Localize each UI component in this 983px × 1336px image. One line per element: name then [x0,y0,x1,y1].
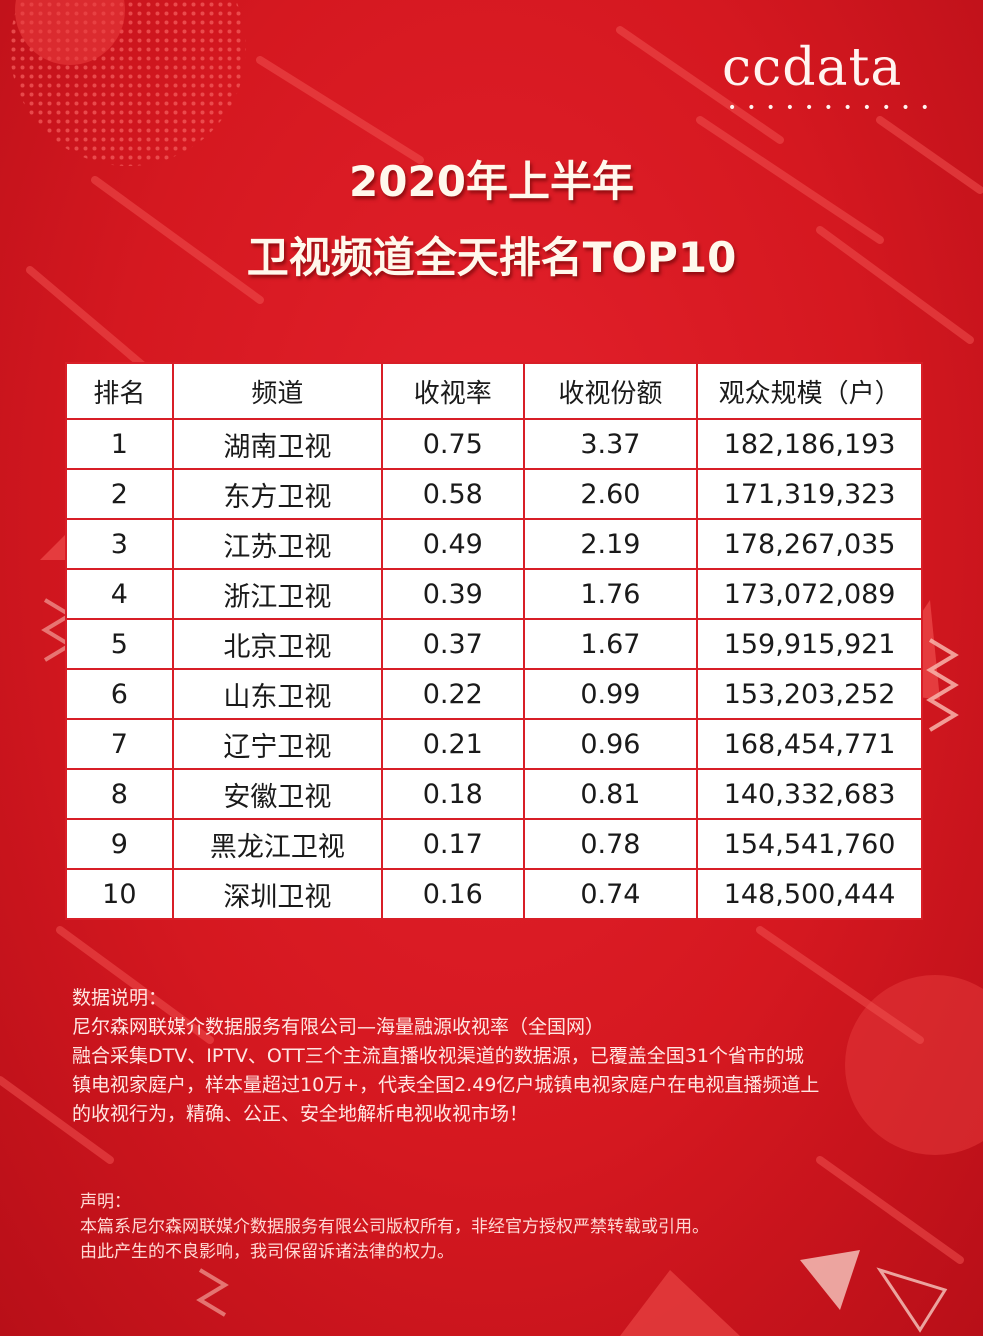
header-audience: 观众规模（户） [696,362,923,420]
disclaimer: 声明： 本篇系尼尔森网联媒介数据服务有限公司版权所有，非经官方授权严禁转载或引用… [80,1190,900,1265]
cell-share: 0.78 [522,818,699,870]
table-header-row: 排名 频道 收视率 收视份额 观众规模（户） [65,362,923,420]
cell-audience: 140,332,683 [696,768,923,820]
table-row: 9 黑龙江卫视 0.17 0.78 154,541,760 [65,818,923,870]
cell-share: 0.81 [522,768,699,820]
cell-rank: 1 [65,418,174,470]
table-row: 5 北京卫视 0.37 1.67 159,915,921 [65,618,923,670]
cell-channel: 江苏卫视 [171,518,383,570]
cell-rank: 3 [65,518,174,570]
cell-audience: 182,186,193 [696,418,923,470]
cell-rank: 6 [65,668,174,720]
cell-rating: 0.58 [380,468,525,520]
cell-rating: 0.39 [380,568,525,620]
notes-line: 镇电视家庭户，样本量超过10万+，代表全国2.49亿户城镇电视家庭户在电视直播频… [72,1074,820,1096]
cell-rank: 2 [65,468,174,520]
header-rating: 收视率 [380,362,525,420]
cell-audience: 178,267,035 [696,518,923,570]
disclaimer-heading: 声明： [80,1192,131,1212]
cell-channel: 安徽卫视 [171,768,383,820]
table-row: 2 东方卫视 0.58 2.60 171,319,323 [65,468,923,520]
cell-audience: 153,203,252 [696,668,923,720]
cell-rank: 5 [65,618,174,670]
table-row: 4 浙江卫视 0.39 1.76 173,072,089 [65,568,923,620]
table-row: 8 安徽卫视 0.18 0.81 140,332,683 [65,768,923,820]
notes-source: 尼尔森网联媒介数据服务有限公司—海量融源收视率（全国网） [72,1016,605,1038]
cell-channel: 浙江卫视 [171,568,383,620]
cell-rating: 0.18 [380,768,525,820]
cell-share: 1.67 [522,618,699,670]
cell-rating: 0.22 [380,668,525,720]
notes-heading: 数据说明： [72,987,168,1009]
disclaimer-line: 由此产生的不良影响，我司保留诉诸法律的权力。 [80,1242,454,1262]
cell-channel: 深圳卫视 [171,868,383,920]
cell-rating: 0.49 [380,518,525,570]
cell-share: 1.76 [522,568,699,620]
cell-rank: 8 [65,768,174,820]
cell-audience: 173,072,089 [696,568,923,620]
cell-channel: 山东卫视 [171,668,383,720]
ccdata-logo: ccdata ••••••••••• [722,38,940,116]
table-row: 3 江苏卫视 0.49 2.19 178,267,035 [65,518,923,570]
cell-rating: 0.17 [380,818,525,870]
table-row: 10 深圳卫视 0.16 0.74 148,500,444 [65,868,923,920]
cell-channel: 湖南卫视 [171,418,383,470]
notes-line: 融合采集DTV、IPTV、OTT三个主流直播收视渠道的数据源，已覆盖全国31个省… [72,1045,804,1067]
logo-text: ccdata [722,38,903,98]
cell-rating: 0.21 [380,718,525,770]
cell-audience: 159,915,921 [696,618,923,670]
cell-audience: 148,500,444 [696,868,923,920]
cell-rank: 10 [65,868,174,920]
header-share: 收视份额 [522,362,699,420]
cell-channel: 辽宁卫视 [171,718,383,770]
table-row: 6 山东卫视 0.22 0.99 153,203,252 [65,668,923,720]
cell-channel: 黑龙江卫视 [171,818,383,870]
cell-channel: 北京卫视 [171,618,383,670]
cell-rating: 0.37 [380,618,525,670]
table-row: 7 辽宁卫视 0.21 0.96 168,454,771 [65,718,923,770]
cell-rank: 7 [65,718,174,770]
cell-share: 2.19 [522,518,699,570]
cell-rank: 4 [65,568,174,620]
cell-audience: 171,319,323 [696,468,923,520]
cell-share: 3.37 [522,418,699,470]
header-rank: 排名 [65,362,174,420]
cell-share: 0.74 [522,868,699,920]
cell-channel: 东方卫视 [171,468,383,520]
disclaimer-line: 本篇系尼尔森网联媒介数据服务有限公司版权所有，非经官方授权严禁转载或引用。 [80,1217,709,1237]
page-title-line-2: 卫视频道全天排名TOP10 [246,233,737,282]
cell-audience: 168,454,771 [696,718,923,770]
data-notes: 数据说明： 尼尔森网联媒介数据服务有限公司—海量融源收视率（全国网） 融合采集D… [72,984,912,1129]
cell-audience: 154,541,760 [696,818,923,870]
cell-share: 0.96 [522,718,699,770]
ranking-table: 排名 频道 收视率 收视份额 观众规模（户） 1 湖南卫视 0.75 3.37 … [65,362,923,920]
page-title-line-1: 2020年上半年 [349,157,634,206]
table-row: 1 湖南卫视 0.75 3.37 182,186,193 [65,418,923,470]
cell-rank: 9 [65,818,174,870]
notes-line: 的收视行为，精确、公正、安全地解析电视收视市场！ [72,1103,529,1125]
cell-rating: 0.75 [380,418,525,470]
cell-share: 2.60 [522,468,699,520]
header-channel: 频道 [171,362,383,420]
cell-rating: 0.16 [380,868,525,920]
cell-share: 0.99 [522,668,699,720]
logo-dots: ••••••••••• [728,100,940,116]
